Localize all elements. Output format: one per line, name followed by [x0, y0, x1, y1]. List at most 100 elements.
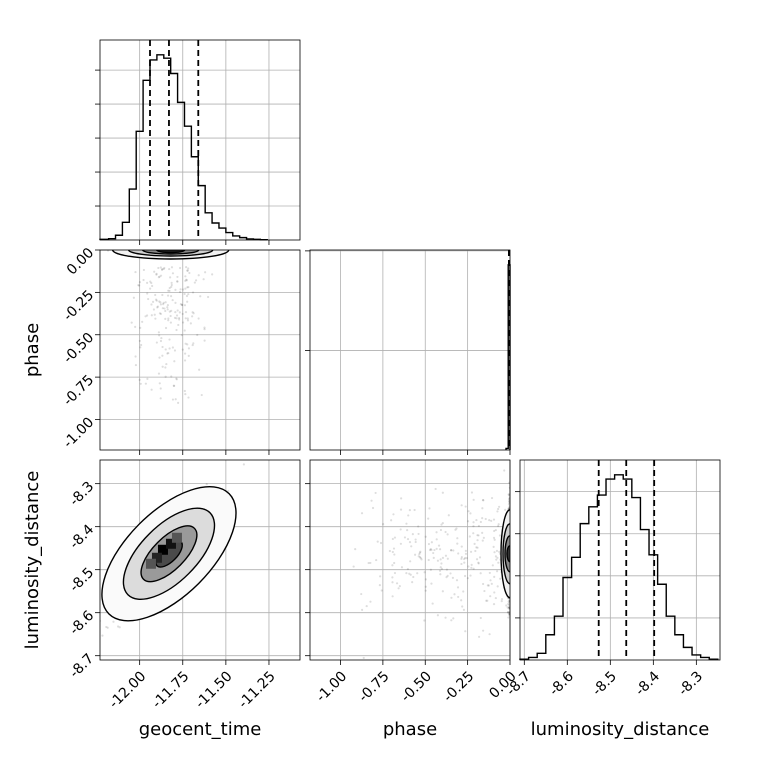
- panel-geocent-time-vs-phase-point: [130, 321, 133, 324]
- hist-geocent-time-line: [99, 54, 268, 241]
- panel-geocent-time-vs-phase-point: [169, 314, 172, 318]
- panel-phase-vs-luminosity-distance-point: [507, 616, 510, 619]
- panel-geocent-time-vs-phase-point: [157, 276, 160, 279]
- panel-geocent-time-vs-phase-point: [197, 274, 200, 277]
- panel-geocent-time-vs-luminosity-distance-density-block-3: [171, 532, 182, 543]
- panel-phase-vs-luminosity-distance-point: [507, 607, 510, 610]
- panel-geocent-time-vs-phase-point: [184, 393, 187, 396]
- panel-geocent-time-vs-phase-point: [184, 311, 188, 314]
- panel-geocent-time-vs-phase-point: [162, 303, 165, 306]
- panel-geocent-time-vs-luminosity-distance-point: [101, 634, 104, 637]
- panel-geocent-time-vs-phase-point: [166, 306, 169, 309]
- panel-geocent-time-vs-phase-point: [174, 288, 177, 292]
- panel-geocent-time-vs-phase-point: [162, 267, 165, 271]
- panel-geocent-time-vs-phase-point: [158, 382, 161, 385]
- panel-geocent-time-vs-phase-point: [175, 378, 178, 381]
- panel-geocent-time-vs-luminosity-distance-marks: [100, 463, 245, 637]
- panel-geocent-time-vs-phase-point: [154, 317, 157, 320]
- panel-geocent-time-vs-luminosity-distance-point: [242, 463, 245, 466]
- panel-geocent-time-vs-phase-point: [153, 313, 156, 316]
- panel-geocent-time-vs-phase-frame: [99, 249, 301, 451]
- panel-phase-vs-luminosity-distance-point: [508, 497, 510, 500]
- panel-geocent-time-vs-phase-point: [157, 331, 161, 334]
- panel-phase-vs-luminosity-distance-point: [450, 549, 453, 552]
- panel-geocent-time-vs-phase-point: [167, 317, 170, 320]
- panel-geocent-time-vs-phase-point: [146, 281, 149, 284]
- panel-geocent-time-vs-phase-point: [155, 341, 158, 344]
- panel-geocent-time-vs-phase-point: [150, 281, 153, 285]
- panel-geocent-time-vs-phase-point: [164, 375, 167, 378]
- panel-geocent-time-vs-phase-point: [176, 280, 179, 283]
- panel-geocent-time-vs-phase-point: [140, 343, 143, 347]
- panel-geocent-time-vs-phase-point: [155, 272, 158, 275]
- panel-phase-vs-luminosity-distance-point: [508, 612, 510, 615]
- panel-geocent-time-vs-phase-point: [171, 398, 175, 401]
- panel-phase-vs-luminosity-distance-point: [406, 529, 409, 532]
- panel-geocent-time-vs-phase-point: [175, 328, 178, 332]
- panel-phase-vs-luminosity-distance-point: [492, 545, 495, 548]
- panel-geocent-time-vs-phase-point: [171, 298, 174, 302]
- panel-geocent-time-vs-phase-point: [168, 289, 171, 293]
- panel-geocent-time-vs-phase-point: [139, 382, 142, 385]
- panel-geocent-time-vs-phase-point: [161, 365, 164, 368]
- panel-geocent-time-vs-phase-point: [176, 280, 179, 283]
- panel-geocent-time-vs-phase-point: [193, 281, 196, 284]
- panel-geocent-time-vs-phase-point: [187, 347, 191, 350]
- panel-geocent-time-vs-phase-point: [138, 284, 141, 287]
- panel-geocent-time-vs-phase-point: [179, 288, 182, 291]
- panel-phase-vs-luminosity-distance-point: [470, 563, 473, 566]
- panel-geocent-time-vs-phase-point: [178, 318, 181, 321]
- panel-geocent-time-vs-phase-point: [157, 372, 161, 375]
- panel-geocent-time-vs-phase-point: [172, 384, 175, 387]
- panel-geocent-time-vs-phase-point: [187, 396, 190, 399]
- panel-phase-vs-luminosity-distance-point: [493, 529, 496, 533]
- panel-geocent-time-vs-phase-point: [174, 301, 177, 304]
- panel-geocent-time-vs-phase-point: [134, 355, 137, 358]
- panel-phase-vs-luminosity-distance-point: [449, 549, 453, 552]
- panel-phase-vs-luminosity-distance-point: [508, 493, 510, 496]
- panel-geocent-time-vs-phase-point: [199, 295, 202, 298]
- panel-geocent-time-vs-phase-point: [134, 363, 138, 367]
- panel-geocent-time-vs-phase-point: [170, 309, 173, 312]
- panel-geocent-time-vs-phase-point: [141, 320, 144, 323]
- panel-geocent-time-vs-phase-point: [142, 278, 145, 282]
- panel-geocent-time-vs-phase-point: [153, 270, 156, 273]
- panel-phase-vs-luminosity-distance-point: [506, 611, 510, 614]
- panel-geocent-time-vs-phase-point: [164, 326, 168, 330]
- panel-geocent-time-vs-phase-point: [185, 294, 189, 298]
- panel-geocent-time-vs-phase-point: [163, 307, 166, 310]
- panel-geocent-time-vs-phase-point: [149, 287, 152, 290]
- panel-geocent-time-vs-phase-point: [138, 339, 141, 343]
- panel-phase-vs-luminosity-distance-point: [508, 599, 510, 602]
- panel-geocent-time-vs-phase-point: [179, 302, 183, 306]
- panel-phase-vs-luminosity-distance-point: [508, 494, 510, 497]
- panel-geocent-time-vs-phase-point: [186, 286, 189, 289]
- panel-geocent-time-vs-phase-point: [168, 310, 171, 313]
- panel-geocent-time-vs-phase-point: [169, 321, 172, 324]
- panel-phase-vs-luminosity-distance-point: [424, 578, 427, 581]
- panel-phase-vs-luminosity-distance-point: [378, 583, 381, 587]
- panel-geocent-time-vs-luminosity-distance-point: [105, 625, 108, 629]
- panel-geocent-time-vs-phase-point: [168, 267, 171, 271]
- panel-geocent-time-vs-phase-point: [159, 339, 163, 343]
- panel-phase-vs-luminosity-distance-point: [508, 603, 510, 607]
- panel-phase-vs-luminosity-distance-point: [494, 555, 498, 558]
- panel-geocent-time-vs-phase-point: [150, 314, 153, 317]
- panel-geocent-time-vs-phase-point: [150, 303, 153, 306]
- panel-geocent-time-vs-phase-point: [168, 286, 171, 290]
- panel-geocent-time-vs-phase-point: [167, 289, 170, 292]
- panel-geocent-time-vs-phase-point: [181, 321, 185, 324]
- panel-geocent-time-vs-phase-point: [170, 285, 173, 289]
- panel-geocent-time-vs-phase-point: [184, 275, 187, 278]
- panel-phase-vs-luminosity-distance-point: [427, 542, 431, 546]
- panel-geocent-time-vs-phase-point: [197, 317, 200, 320]
- panel-geocent-time-vs-phase-point: [150, 388, 153, 391]
- panel-phase-vs-luminosity-distance-point: [503, 469, 506, 472]
- panel-phase-vs-luminosity-distance-point: [434, 487, 437, 491]
- panel-geocent-time-vs-phase-point: [178, 311, 181, 314]
- panel-geocent-time-vs-luminosity-distance-frame: [99, 459, 301, 661]
- panel-geocent-time-vs-phase-point: [160, 268, 164, 271]
- panel-geocent-time-vs-phase-point: [156, 305, 160, 308]
- panel-geocent-time-vs-phase-point: [184, 342, 187, 345]
